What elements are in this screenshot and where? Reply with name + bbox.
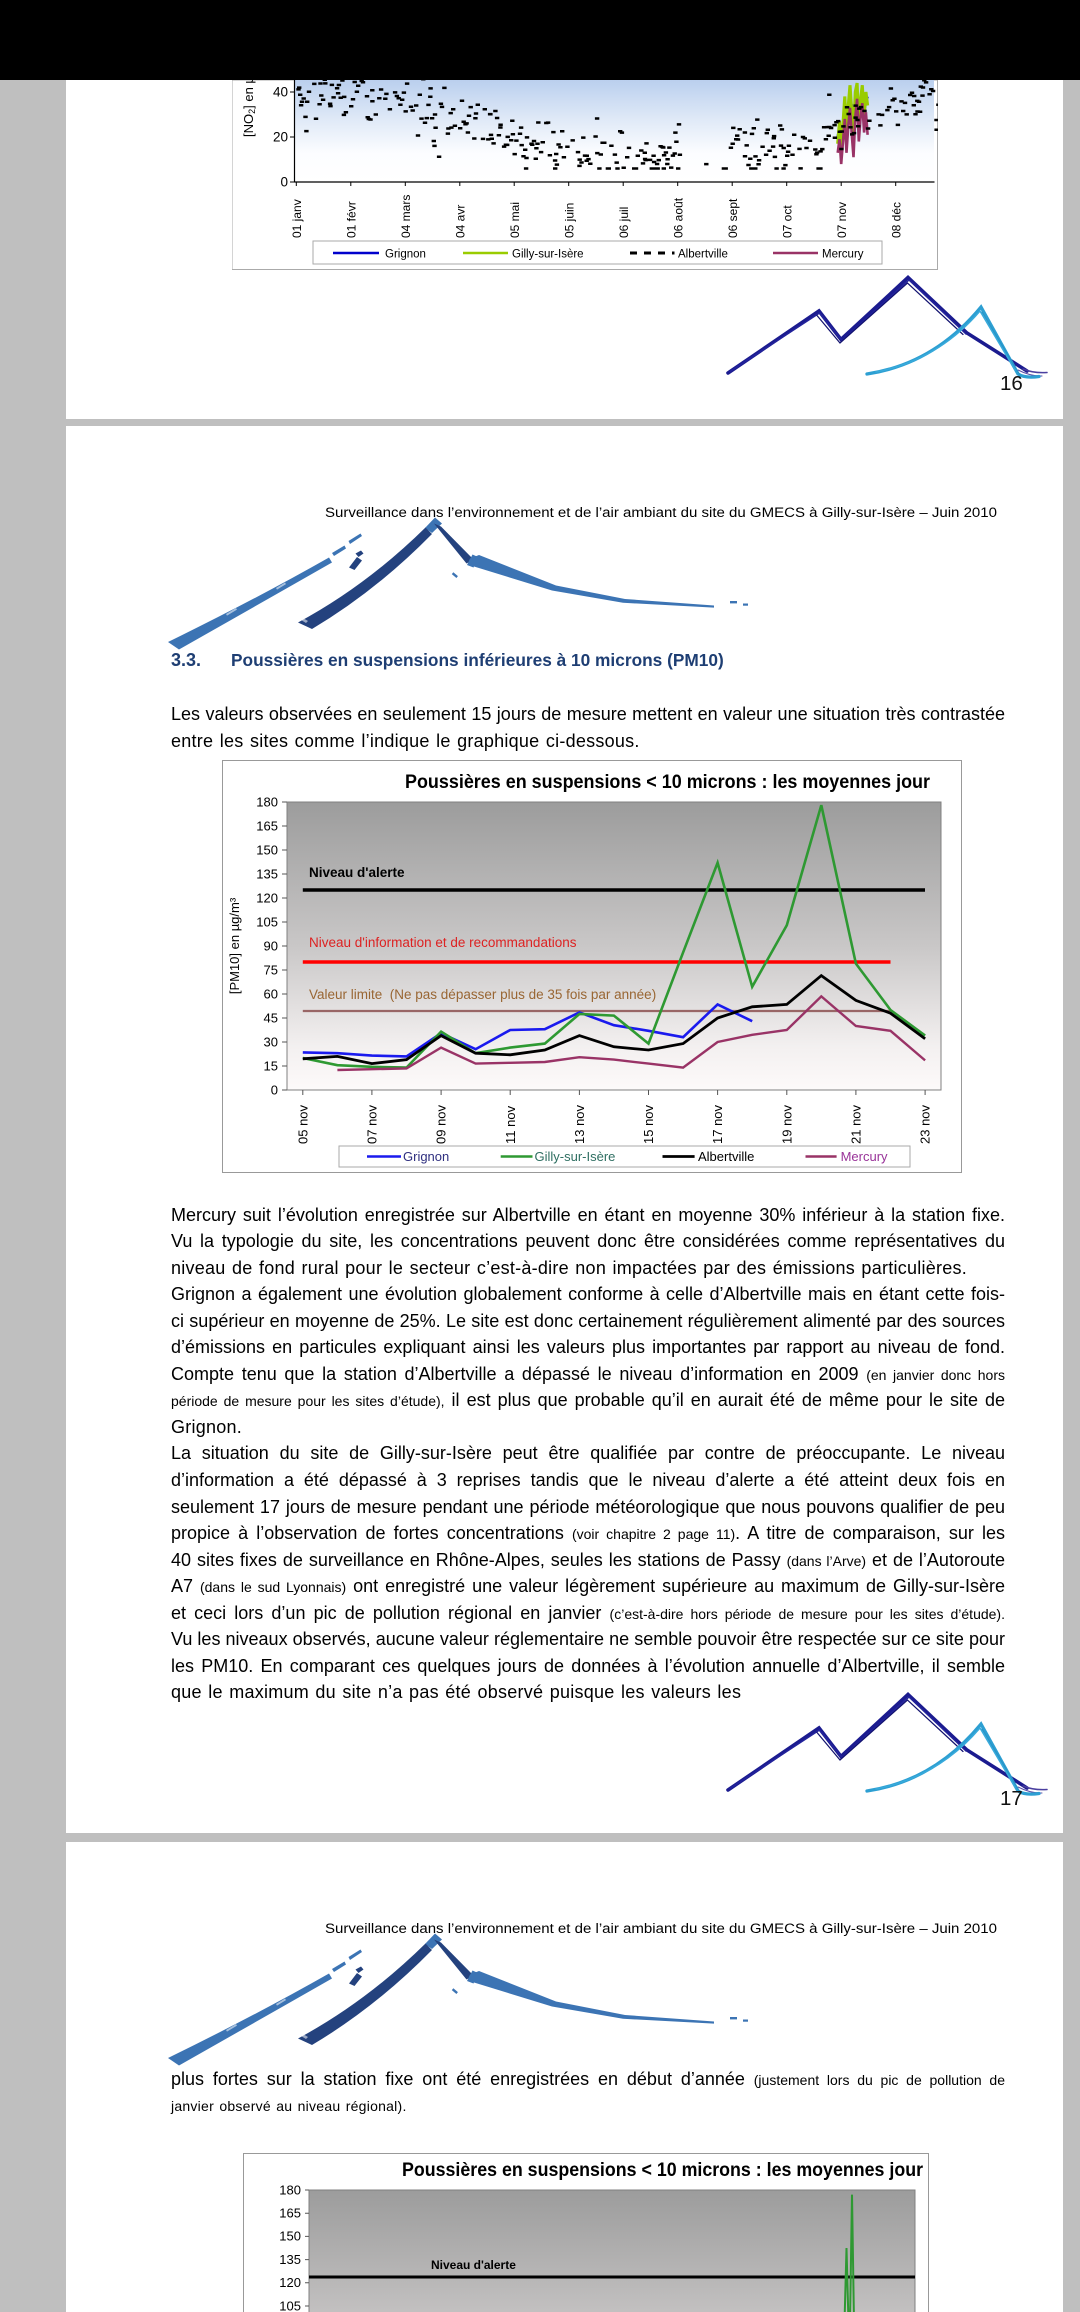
svg-text:05 mai: 05 mai [508,202,522,238]
svg-text:105: 105 [256,915,278,930]
svg-text:21 nov: 21 nov [849,1104,864,1144]
svg-text:[PM10] en µg/m³: [PM10] en µg/m³ [227,897,242,994]
svg-text:0: 0 [271,1083,278,1098]
svg-text:45: 45 [264,1011,278,1026]
svg-text:05 nov: 05 nov [295,1104,310,1144]
svg-text:Niveau d'information et de rec: Niveau d'information et de recommandatio… [309,935,577,950]
svg-text:Surveillance dans l’environnem: Surveillance dans l’environnement et de … [325,505,997,521]
svg-text:60: 60 [264,987,278,1002]
svg-text:Gilly-sur-Isère: Gilly-sur-Isère [512,249,584,261]
svg-text:07 oct: 07 oct [781,205,795,238]
svg-text:05 juin: 05 juin [563,203,577,238]
svg-text:Albertville: Albertville [698,1149,754,1164]
svg-text:120: 120 [256,891,278,906]
svg-text:Valeur limite (Ne pas dépasse: Valeur limite (Ne pas dépasser plus de 3… [309,987,656,1002]
svg-text:165: 165 [279,2206,301,2221]
svg-text:180: 180 [279,2182,301,2197]
svg-text:01 janv: 01 janv [290,199,304,238]
svg-text:23 nov: 23 nov [918,1104,933,1144]
svg-text:06 juil: 06 juil [617,207,631,238]
svg-text:180: 180 [256,795,278,810]
svg-text:Mercury: Mercury [841,1149,888,1164]
svg-text:165: 165 [256,819,278,834]
svg-text:Niveau d'alerte: Niveau d'alerte [309,865,405,880]
svg-text:150: 150 [256,843,278,858]
svg-text:07 nov: 07 nov [835,202,849,238]
svg-text:Grignon: Grignon [403,1149,449,1164]
svg-text:15: 15 [264,1059,278,1074]
svg-text:75: 75 [264,963,278,978]
svg-text:Surveillance dans l’environnem: Surveillance dans l’environnement et de … [325,1921,997,1937]
svg-text:135: 135 [279,2252,301,2267]
svg-text:Poussières en suspensions < 10: Poussières en suspensions < 10 microns :… [402,2160,924,2181]
svg-text:04 mars: 04 mars [399,195,413,238]
svg-text:[NO2] en µg/m³: [NO2] en µg/m³ [241,80,257,137]
svg-text:135: 135 [256,867,278,882]
svg-text:Niveau d'alerte: Niveau d'alerte [431,2258,516,2272]
svg-text:Grignon: Grignon [385,249,426,261]
svg-text:Mercury: Mercury [822,249,864,261]
svg-text:15 nov: 15 nov [641,1104,656,1144]
svg-text:Gilly-sur-Isère: Gilly-sur-Isère [535,1149,616,1164]
svg-text:06 sept: 06 sept [726,198,740,238]
svg-text:13 nov: 13 nov [572,1104,587,1144]
svg-text:90: 90 [264,939,278,954]
svg-text:08 déc: 08 déc [890,202,904,238]
svg-text:07 nov: 07 nov [365,1104,380,1144]
svg-text:06 août: 06 août [672,197,686,238]
svg-text:0: 0 [280,175,288,190]
svg-text:105: 105 [279,2298,301,2312]
svg-text:20: 20 [273,130,288,145]
svg-text:120: 120 [279,2275,301,2290]
svg-text:04 avr: 04 avr [454,205,468,238]
svg-text:30: 30 [264,1035,278,1050]
svg-text:Poussières en suspensions < 10: Poussières en suspensions < 10 microns :… [405,772,931,793]
svg-text:40: 40 [273,85,288,100]
svg-text:150: 150 [279,2229,301,2244]
svg-text:11 nov: 11 nov [503,1105,518,1144]
svg-text:Albertville: Albertville [678,249,728,261]
svg-text:19 nov: 19 nov [779,1104,794,1144]
svg-text:01 févr: 01 févr [345,201,359,238]
svg-text:09 nov: 09 nov [434,1104,449,1144]
svg-text:17 nov: 17 nov [710,1104,725,1144]
